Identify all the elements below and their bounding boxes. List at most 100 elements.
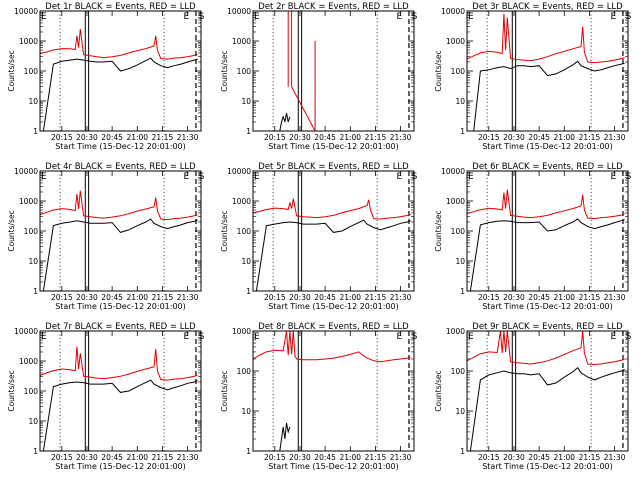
x-axis-label: Start Time (15-Dec-12 20:01:00): [55, 462, 186, 471]
lld-series-line: [466, 189, 625, 220]
events-series-line: [279, 422, 291, 452]
marker-letter: S: [412, 172, 418, 182]
x-tick-label: 21:00: [553, 453, 575, 462]
detector-panel: Det 1r BLACK = Events, RED = LLD 1 10 100 10…: [7, 2, 205, 151]
y-tick-label: 1000: [232, 37, 251, 46]
y-tick-label: 100: [24, 387, 39, 396]
events-series-line: [253, 219, 411, 292]
marker-letter: E: [41, 12, 47, 22]
x-tick-label: 21:15: [365, 293, 387, 302]
x-tick-label: 20:30: [503, 293, 525, 302]
marker-letter: S: [412, 332, 418, 342]
lld-series-line: [252, 198, 411, 220]
x-tick-label: 20:30: [289, 453, 311, 462]
x-tick-label: 21:15: [579, 133, 601, 142]
x-tick-label: 20:45: [528, 133, 550, 142]
y-tick-label: 10000: [441, 7, 465, 16]
plot-frame: [466, 10, 629, 132]
y-tick-label: 1000: [232, 327, 251, 336]
y-tick-label: 1: [460, 127, 465, 136]
y-tick-label: 10: [241, 257, 251, 266]
events-series-line: [467, 367, 625, 452]
x-tick-label: 21:00: [553, 133, 575, 142]
y-tick-label: 100: [237, 367, 252, 376]
plot-frame: [252, 170, 415, 292]
y-tick-label: 10000: [14, 7, 38, 16]
y-tick-label: 1000: [446, 197, 465, 206]
x-tick-label: 20:15: [51, 293, 73, 302]
y-tick-label: 10: [455, 407, 465, 416]
x-tick-label: 20:30: [76, 453, 98, 462]
marker-letter: S: [199, 332, 205, 342]
y-tick-label: 100: [451, 367, 466, 376]
marker-letter: E: [611, 332, 617, 342]
y-tick-label: 1: [246, 287, 251, 296]
x-tick-label: 21:15: [365, 453, 387, 462]
x-tick-label: 21:30: [390, 453, 412, 462]
x-tick-label: 20:45: [101, 133, 123, 142]
plot-frame: [39, 170, 202, 292]
marker-letter: E: [254, 12, 260, 22]
x-tick-label: 20:15: [264, 293, 286, 302]
x-axis-label: Start Time (15-Dec-12 20:01:00): [268, 142, 399, 151]
lld-series-line: [39, 346, 198, 381]
y-axis-label: Counts/sec: [7, 210, 16, 251]
events-series-line: [467, 218, 625, 292]
plot-frame: [252, 10, 415, 132]
panel-title: Det 9r BLACK = Events, RED = LLD: [472, 322, 623, 332]
marker-letter: E: [41, 332, 47, 342]
lld-series-line: [252, 330, 411, 363]
x-tick-label: 20:30: [289, 133, 311, 142]
panel-title: Det 1r BLACK = Events, RED = LLD: [45, 2, 196, 12]
marker-letter: E: [397, 332, 403, 342]
x-tick-label: 20:15: [51, 453, 73, 462]
x-tick-label: 21:15: [152, 453, 174, 462]
y-axis-label: Counts/sec: [434, 210, 443, 251]
x-tick-label: 20:30: [503, 133, 525, 142]
x-tick-label: 20:45: [314, 133, 336, 142]
x-tick-label: 21:15: [579, 453, 601, 462]
y-tick-label: 1: [33, 127, 38, 136]
x-tick-label: 21:00: [126, 293, 148, 302]
y-tick-label: 1000: [19, 357, 38, 366]
y-tick-label: 1000: [19, 197, 38, 206]
y-tick-label: 1: [33, 447, 38, 456]
y-tick-label: 10000: [441, 167, 465, 176]
y-tick-label: 10: [28, 417, 38, 426]
y-tick-label: 100: [237, 67, 252, 76]
marker-letter: E: [468, 332, 474, 342]
detector-panel: Det 7r BLACK = Events, RED = LLD 1 10 100 10…: [7, 322, 205, 471]
x-tick-label: 20:30: [76, 133, 98, 142]
marker-letter: E: [397, 172, 403, 182]
marker-letter: S: [199, 172, 205, 182]
x-axis-label: Start Time (15-Dec-12 20:01:00): [268, 302, 399, 311]
panel-title: Det 5r BLACK = Events, RED = LLD: [258, 162, 409, 172]
detector-panel: Det 4r BLACK = Events, RED = LLD 1 10 100 10…: [7, 162, 205, 311]
y-axis-label: Counts/sec: [220, 370, 229, 411]
x-tick-label: 21:15: [152, 293, 174, 302]
y-tick-label: 100: [237, 227, 252, 236]
x-axis-label: Start Time (15-Dec-12 20:01:00): [482, 462, 613, 471]
x-tick-label: 20:15: [478, 293, 500, 302]
panel-title: Det 7r BLACK = Events, RED = LLD: [45, 322, 196, 332]
panel-title: Det 2r BLACK = Events, RED = LLD: [258, 2, 409, 12]
y-tick-label: 10000: [227, 7, 251, 16]
x-tick-label: 20:45: [101, 293, 123, 302]
y-tick-label: 10000: [14, 327, 38, 336]
y-tick-label: 1000: [446, 37, 465, 46]
x-tick-label: 21:00: [126, 133, 148, 142]
plot-frame: [39, 10, 202, 132]
x-tick-label: 20:15: [264, 133, 286, 142]
x-tick-label: 20:45: [314, 453, 336, 462]
detector-panel: Det 5r BLACK = Events, RED = LLD 1 10 100 10…: [220, 162, 418, 311]
x-tick-label: 21:30: [177, 453, 199, 462]
events-series-line: [467, 60, 625, 132]
x-tick-label: 21:00: [339, 133, 361, 142]
y-axis-label: Counts/sec: [220, 50, 229, 91]
x-tick-label: 20:30: [289, 293, 311, 302]
x-tick-label: 20:15: [264, 453, 286, 462]
y-tick-label: 100: [451, 227, 466, 236]
x-tick-label: 21:30: [604, 453, 626, 462]
y-tick-label: 1: [460, 447, 465, 456]
